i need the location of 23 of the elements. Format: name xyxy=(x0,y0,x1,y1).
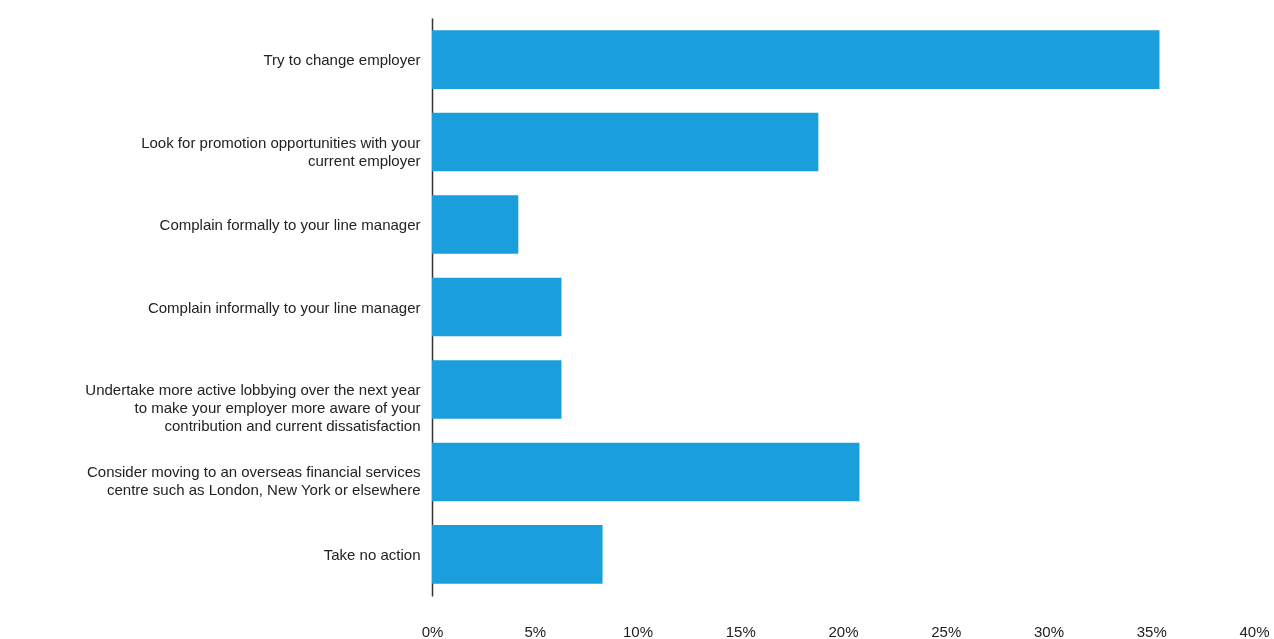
y-tick-label: Try to change employer xyxy=(263,51,421,69)
bar xyxy=(432,277,562,337)
x-tick-label: 20% xyxy=(828,622,859,639)
y-tick-label: Take no action xyxy=(323,545,421,563)
y-tick-label: Consider moving to an overseas financial services centre such as London, New York or elsewhere xyxy=(87,463,421,499)
y-tick-label: Undertake more active lobbying over the next year to make your employer more aware of your contribution and current dissatisfaction xyxy=(85,380,421,434)
y-tick-label: Complain formally to your line manager xyxy=(159,216,421,234)
y-tick-label: Look for promotion opportunities with your current employer xyxy=(141,133,421,169)
x-tick-label: 10% xyxy=(622,622,654,639)
x-tick-label: 25% xyxy=(931,622,962,639)
x-tick-label: 35% xyxy=(1136,622,1167,639)
bar xyxy=(432,30,1160,89)
y-tick-label: Complain informally to your line manager xyxy=(147,298,421,316)
bar xyxy=(432,360,562,419)
x-tick-label: 30% xyxy=(1033,622,1065,639)
bar xyxy=(432,195,519,254)
bar xyxy=(432,442,860,502)
x-tick-label: 0% xyxy=(421,622,444,639)
bar xyxy=(432,525,603,584)
x-tick-label: 40% xyxy=(1239,622,1270,639)
x-tick-label: 15% xyxy=(725,622,756,639)
x-tick-label: 5% xyxy=(524,622,547,639)
bar xyxy=(432,112,819,172)
